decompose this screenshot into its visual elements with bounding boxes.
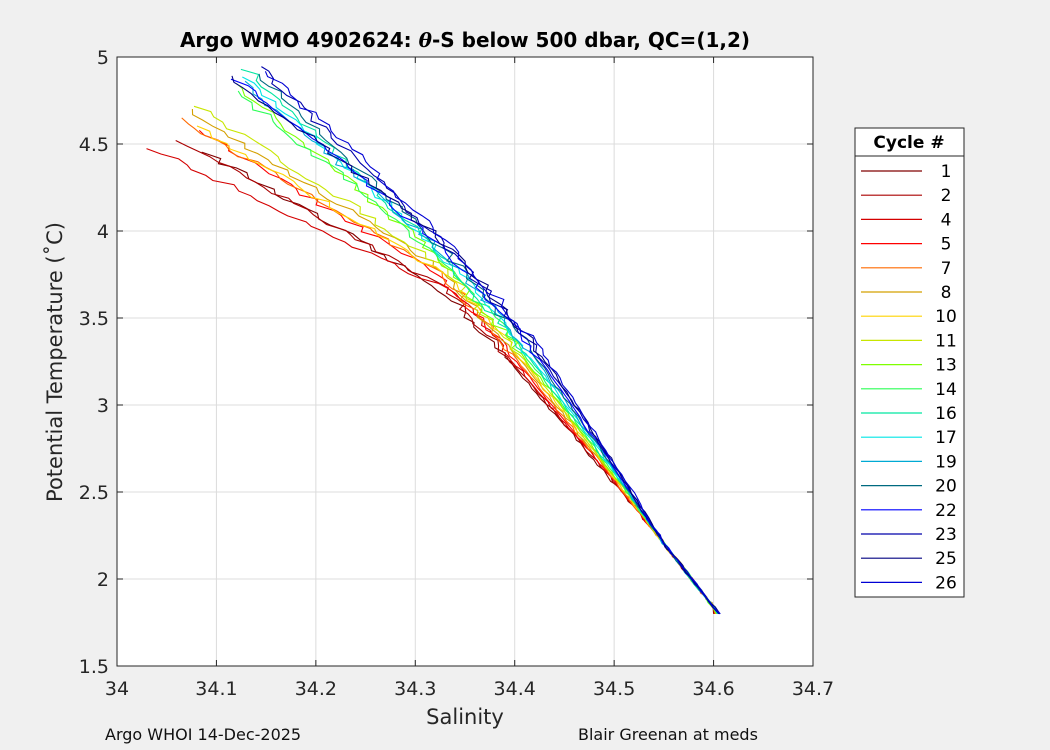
legend-label-cycle-4: 4: [941, 210, 952, 230]
legend-label-cycle-26: 26: [935, 573, 957, 593]
chart-title-prefix: Argo WMO 4902624:: [180, 28, 419, 52]
legend-title: Cycle #: [873, 133, 944, 153]
y-tick-label: 2: [97, 569, 109, 591]
legend-label-cycle-22: 22: [935, 501, 957, 521]
x-tick-label: 34.5: [593, 678, 635, 700]
x-tick-label: 34.1: [195, 678, 237, 700]
x-tick-label: 34.2: [295, 678, 337, 700]
chart-title-theta: θ: [419, 28, 433, 52]
series-line-cycle-16: [240, 68, 719, 615]
x-tick-label: 34.3: [394, 678, 436, 700]
grid: [117, 57, 813, 666]
y-tick-label: 1.5: [79, 656, 109, 678]
legend-items: 1 2 4 5 7 8 10 11 13 14 16 17 19 20 22 23 25 26: [861, 162, 957, 593]
y-tick-label: 3: [97, 395, 109, 417]
legend-label-cycle-25: 25: [935, 549, 957, 569]
legend-label-cycle-20: 20: [935, 477, 957, 497]
chart-title: Argo WMO 4902624: θ-S below 500 dbar, QC…: [180, 28, 750, 52]
y-tick-label: 4.5: [79, 134, 109, 156]
series-line-cycle-25: [231, 75, 721, 615]
y-tick-label: 5: [97, 47, 109, 69]
legend-label-cycle-10: 10: [935, 307, 957, 327]
y-axis-label: Potential Temperature (˚C): [43, 222, 67, 502]
x-tick-label: 34.6: [692, 678, 734, 700]
series-line-cycle-26: [264, 71, 721, 615]
legend-label-cycle-5: 5: [941, 235, 952, 255]
chart-title-suffix: -S below 500 dbar, QC=(1,2): [432, 28, 750, 52]
series-line-cycle-11: [193, 105, 717, 615]
plot-area: [117, 57, 813, 666]
legend-label-cycle-23: 23: [935, 525, 957, 545]
x-axis-ticks: 34 34.1 34.2 34.3 34.4 34.5 34.6 34.7: [105, 57, 834, 700]
footer-left-text: Argo WHOI 14-Dec-2025: [105, 725, 302, 744]
y-tick-label: 3.5: [79, 308, 109, 330]
x-axis-label: Salinity: [426, 705, 504, 729]
legend-label-cycle-13: 13: [935, 356, 957, 376]
series-lines: [146, 66, 721, 615]
y-tick-label: 2.5: [79, 482, 109, 504]
legend-label-cycle-7: 7: [941, 259, 952, 279]
y-tick-label: 4: [97, 221, 109, 243]
legend-box: [854, 127, 965, 598]
x-tick-label: 34: [105, 678, 129, 700]
legend-label-cycle-8: 8: [941, 283, 952, 303]
footer-right-text: Blair Greenan at meds: [578, 725, 758, 744]
legend-label-cycle-14: 14: [935, 380, 957, 400]
x-tick-label: 34.7: [792, 678, 834, 700]
y-axis-ticks: 1.5 2 2.5 3 3.5 4 4.5 5: [79, 47, 813, 678]
plot-frame: [116, 56, 814, 667]
legend-label-cycle-17: 17: [935, 428, 957, 448]
legend: Cycle # 1 2 4 5 7 8 10 11 13 14 16 17 19 20 22 23 25 26: [854, 127, 965, 598]
legend-label-cycle-19: 19: [935, 452, 957, 472]
x-tick-label: 34.4: [494, 678, 536, 700]
legend-label-cycle-2: 2: [941, 186, 952, 206]
legend-label-cycle-16: 16: [935, 404, 957, 424]
legend-label-cycle-11: 11: [935, 331, 957, 351]
legend-label-cycle-1: 1: [941, 162, 952, 182]
